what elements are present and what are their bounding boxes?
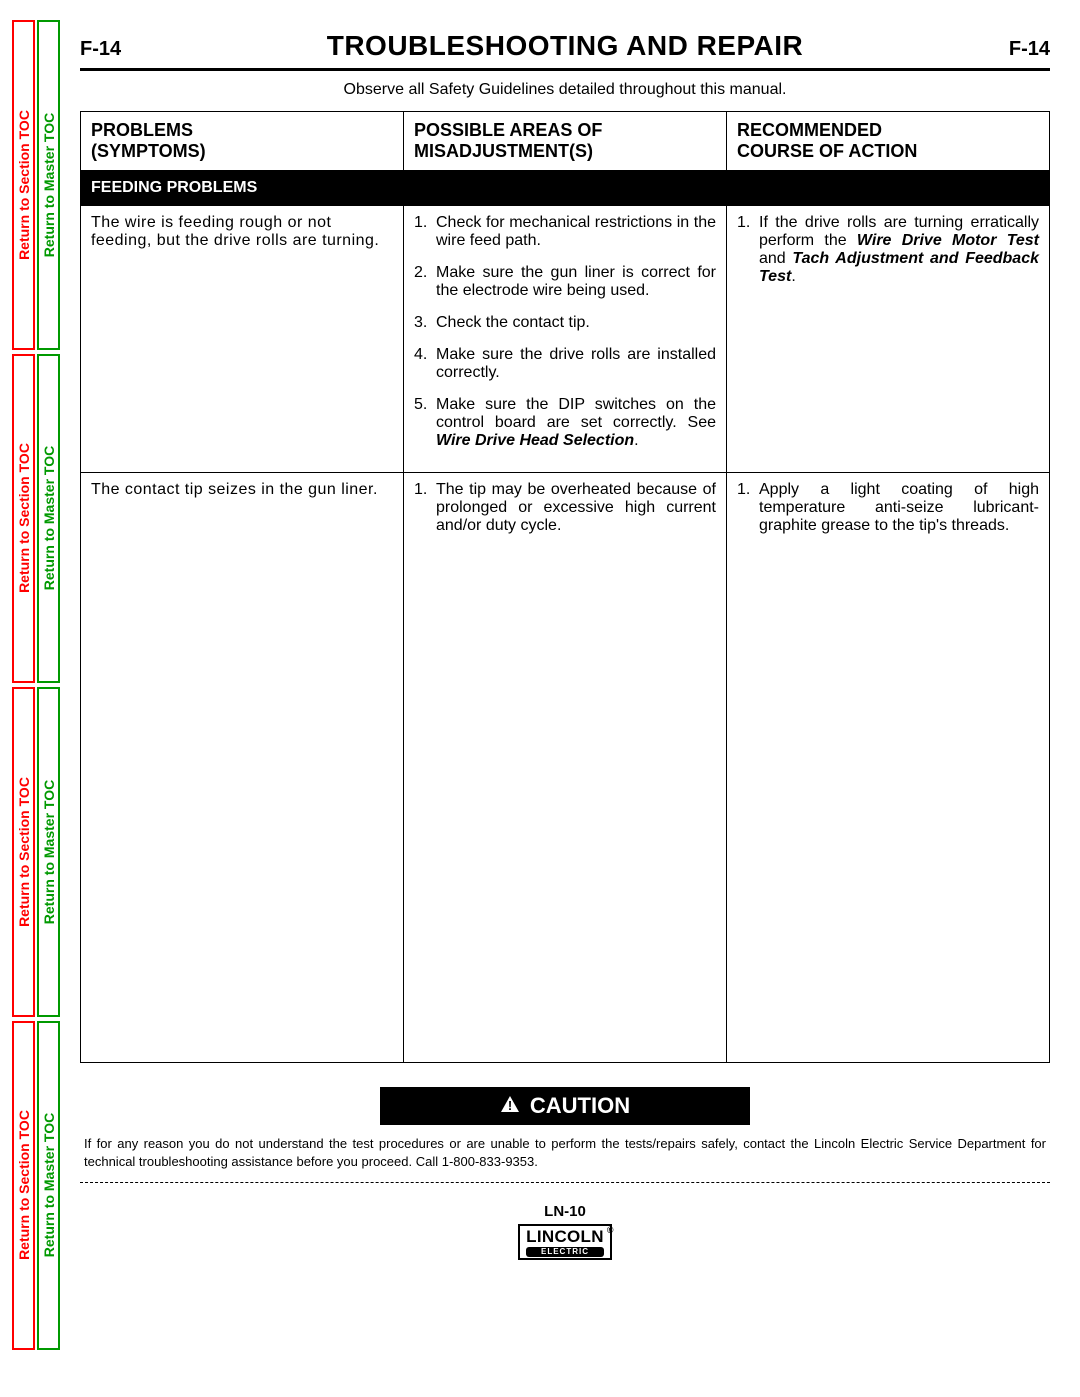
list-item: Make sure the DIP switches on the contro… — [414, 396, 716, 450]
misadjust-list: Check for mechanical restrictions in the… — [414, 214, 716, 450]
misadjust-cell: The tip may be overheated because of pro… — [404, 473, 727, 1063]
action-cell: If the drive rolls are turning erratical… — [727, 206, 1050, 473]
dashed-divider — [80, 1182, 1050, 1183]
side-tabs: Return to Section TOC Return to Section … — [12, 20, 62, 1350]
col-header-label: RECOMMENDED — [737, 120, 882, 140]
master-toc-label: Return to Master TOC — [41, 1113, 57, 1257]
return-master-toc-tab[interactable]: Return to Master TOC — [37, 1021, 60, 1351]
svg-text:!: ! — [508, 1098, 512, 1113]
list-item: Check the contact tip. — [414, 314, 716, 332]
logo-top-text: LINCOLN — [526, 1228, 604, 1245]
col-header-action: RECOMMENDED COURSE OF ACTION — [727, 112, 1050, 171]
title-row: F-14 TROUBLESHOOTING AND REPAIR F-14 — [80, 30, 1050, 71]
action-list: Apply a light coating of high temperatur… — [737, 481, 1039, 535]
list-item: Make sure the drive rolls are installed … — [414, 346, 716, 382]
master-toc-label: Return to Master TOC — [41, 113, 57, 257]
master-toc-column: Return to Master TOC Return to Master TO… — [37, 20, 60, 1350]
action-list: If the drive rolls are turning erratical… — [737, 214, 1039, 286]
col-header-label: COURSE OF ACTION — [737, 141, 917, 161]
section-toc-label: Return to Section TOC — [16, 777, 32, 927]
section-toc-label: Return to Section TOC — [16, 443, 32, 593]
return-section-toc-tab[interactable]: Return to Section TOC — [12, 354, 35, 684]
caution-label: CAUTION — [530, 1093, 630, 1118]
action-cell: Apply a light coating of high temperatur… — [727, 473, 1050, 1063]
section-heading-row: FEEDING PROBLEMS — [81, 171, 1050, 206]
section-toc-label: Return to Section TOC — [16, 110, 32, 260]
misadjust-cell: Check for mechanical restrictions in the… — [404, 206, 727, 473]
section-toc-column: Return to Section TOC Return to Section … — [12, 20, 35, 1350]
table-header-row: PROBLEMS (SYMPTOMS) POSSIBLE AREAS OF MI… — [81, 112, 1050, 171]
table-row: The contact tip seizes in the gun liner.… — [81, 473, 1050, 1063]
section-heading: FEEDING PROBLEMS — [81, 171, 1050, 206]
return-master-toc-tab[interactable]: Return to Master TOC — [37, 687, 60, 1017]
caution-banner: ! CAUTION — [380, 1087, 750, 1125]
col-header-problems: PROBLEMS (SYMPTOMS) — [81, 112, 404, 171]
safety-guideline-note: Observe all Safety Guidelines detailed t… — [80, 71, 1050, 111]
page-code-left: F-14 — [80, 38, 121, 61]
table-row: The wire is feeding rough or not feeding… — [81, 206, 1050, 473]
list-item: Check for mechanical restrictions in the… — [414, 214, 716, 250]
page-content: F-14 TROUBLESHOOTING AND REPAIR F-14 Obs… — [80, 30, 1050, 1260]
col-header-misadjust: POSSIBLE AREAS OF MISADJUSTMENT(S) — [404, 112, 727, 171]
brand-logo: LINCOLN ELECTRIC — [518, 1224, 612, 1260]
return-section-toc-tab[interactable]: Return to Section TOC — [12, 20, 35, 350]
model-code: LN-10 — [80, 1203, 1050, 1220]
list-item: Apply a light coating of high temperatur… — [737, 481, 1039, 535]
col-header-label: PROBLEMS — [91, 120, 193, 140]
page-code-right: F-14 — [1009, 38, 1050, 61]
list-item: The tip may be overheated because of pro… — [414, 481, 716, 535]
misadjust-list: The tip may be overheated because of pro… — [414, 481, 716, 535]
master-toc-label: Return to Master TOC — [41, 446, 57, 590]
logo-bottom-text: ELECTRIC — [526, 1247, 604, 1257]
return-section-toc-tab[interactable]: Return to Section TOC — [12, 687, 35, 1017]
list-item: Make sure the gun liner is correct for t… — [414, 264, 716, 300]
return-master-toc-tab[interactable]: Return to Master TOC — [37, 20, 60, 350]
problem-cell: The wire is feeding rough or not feeding… — [81, 206, 404, 473]
col-header-label: MISADJUSTMENT(S) — [414, 141, 593, 161]
troubleshooting-table: PROBLEMS (SYMPTOMS) POSSIBLE AREAS OF MI… — [80, 111, 1050, 1063]
return-master-toc-tab[interactable]: Return to Master TOC — [37, 354, 60, 684]
return-section-toc-tab[interactable]: Return to Section TOC — [12, 1021, 35, 1351]
list-item: If the drive rolls are turning erratical… — [737, 214, 1039, 286]
master-toc-label: Return to Master TOC — [41, 780, 57, 924]
problem-cell: The contact tip seizes in the gun liner. — [81, 473, 404, 1063]
page-title: TROUBLESHOOTING AND REPAIR — [327, 30, 804, 62]
section-toc-label: Return to Section TOC — [16, 1110, 32, 1260]
page-footer: LN-10 LINCOLN ELECTRIC — [80, 1203, 1050, 1260]
caution-text: If for any reason you do not understand … — [80, 1135, 1050, 1170]
col-header-label: POSSIBLE AREAS OF — [414, 120, 602, 140]
col-header-label: (SYMPTOMS) — [91, 141, 206, 161]
warning-icon: ! — [500, 1095, 520, 1119]
